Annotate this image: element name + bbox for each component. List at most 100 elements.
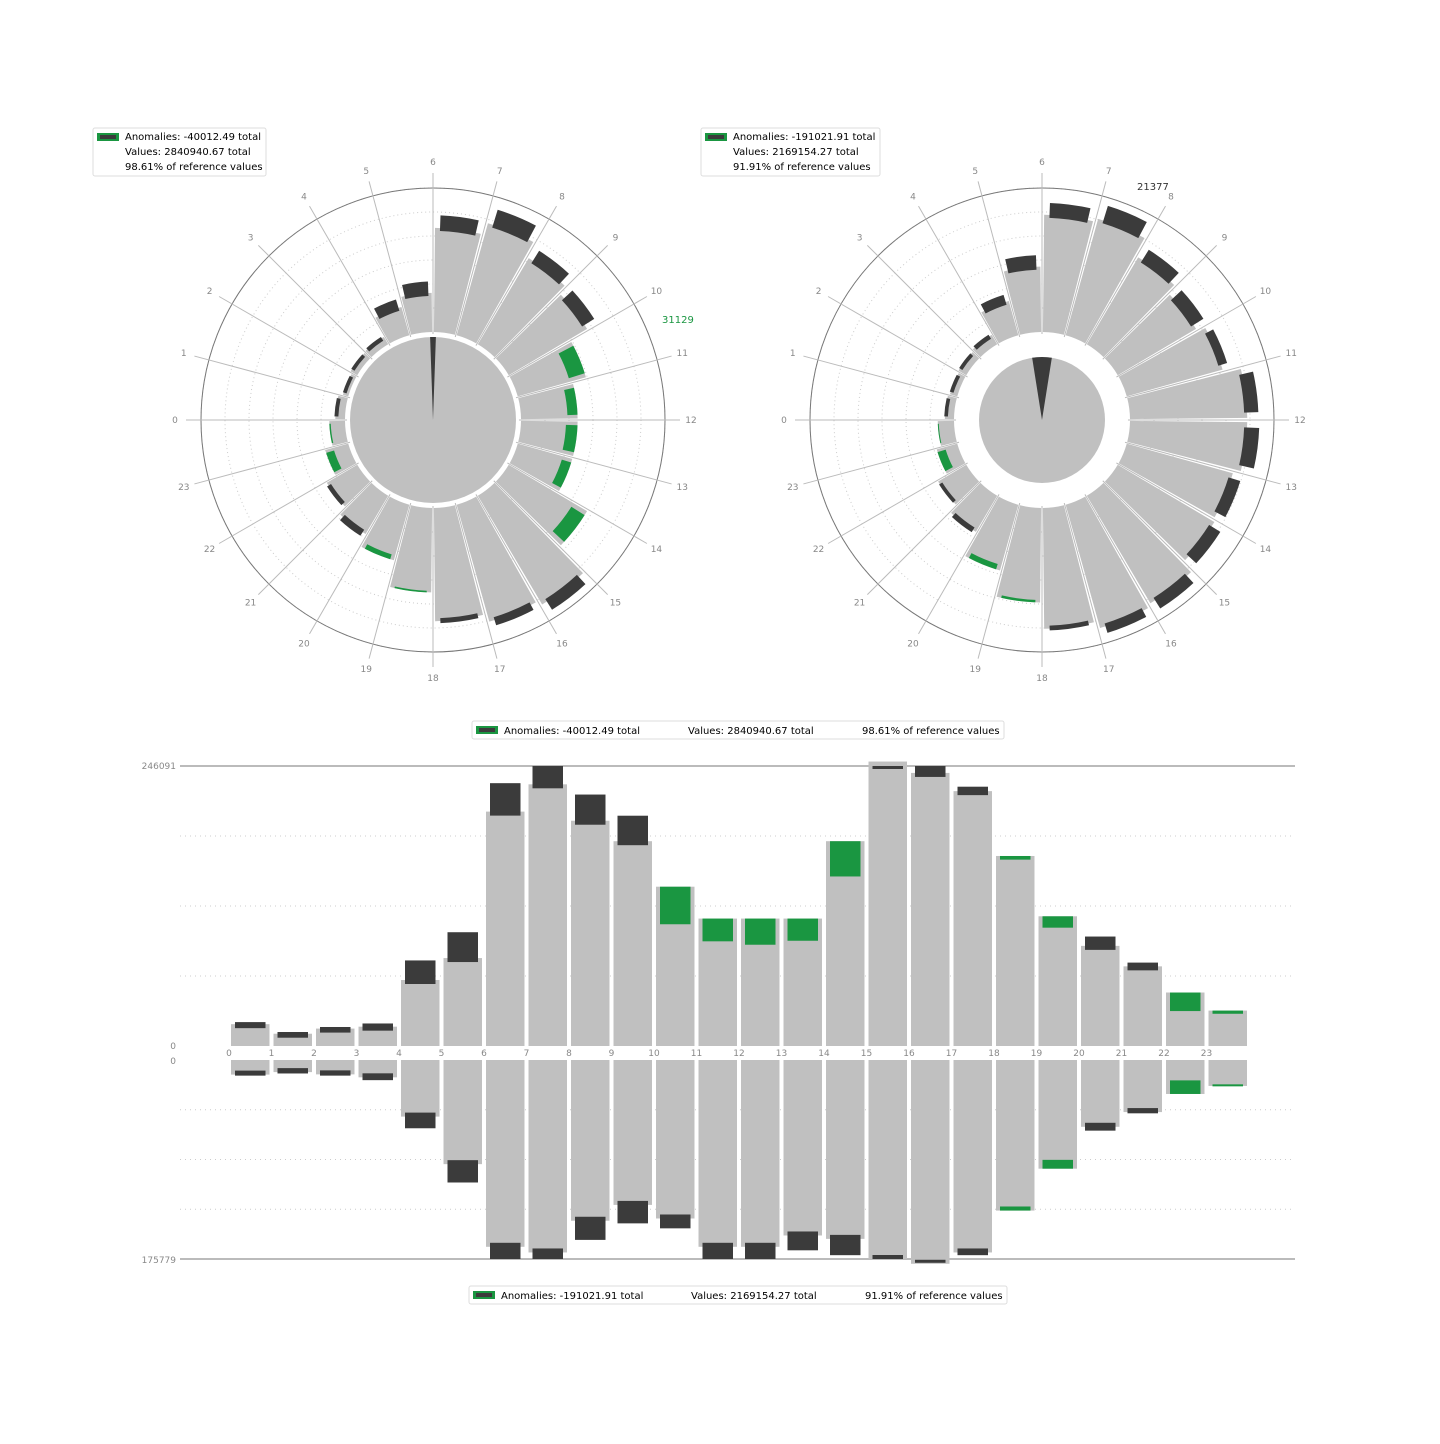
hour-tick-label: 6: [1039, 158, 1045, 168]
linear-chart-top: 0 1 2 3 4 5 6 7 8 9 10 11 12 13 14 15 16 17 18 19 20 21 22 23: [180, 761, 1295, 1059]
anomaly-bar: [957, 786, 988, 796]
x-tick-label: 9: [609, 1049, 615, 1059]
bar: [1208, 1060, 1247, 1086]
radial-anomaly-bar: [937, 449, 953, 472]
y-tick-top-max: 246091: [142, 762, 176, 772]
radial-bar: [518, 420, 578, 456]
radial-anomaly-bar: [334, 397, 341, 417]
bar: [613, 1060, 652, 1205]
hour-tick-label: 2: [816, 287, 822, 297]
bar: [656, 1060, 695, 1219]
x-tick-label: 4: [396, 1049, 402, 1059]
radial-bar: [477, 258, 565, 358]
anomaly-bar: [872, 766, 903, 769]
bar: [613, 841, 652, 1046]
bar: [826, 1060, 865, 1239]
x-tick-label: 18: [988, 1049, 1000, 1059]
radial-bar: [1127, 420, 1248, 472]
anomaly-bar: [1085, 1122, 1116, 1131]
x-tick-label: 20: [1073, 1049, 1085, 1059]
hour-tick-label: 22: [813, 545, 824, 555]
hour-tick-label: 23: [178, 483, 189, 493]
bar: [1038, 916, 1077, 1046]
anomaly-bar: [277, 1068, 308, 1074]
radial-bar: [1065, 218, 1145, 344]
x-tick-label: 19: [1031, 1049, 1043, 1059]
hour-tick-label: 17: [1103, 665, 1114, 675]
legend-values-text: Values: 2840940.67 total: [688, 726, 814, 737]
x-tick-label: 5: [439, 1049, 445, 1059]
radial-bar: [965, 496, 1019, 571]
bar: [443, 958, 482, 1046]
hour-tick-label: 12: [685, 416, 696, 426]
hour-tick-label: 18: [427, 674, 439, 684]
anomaly-bar: [787, 918, 818, 941]
x-tick-label: 23: [1201, 1049, 1212, 1059]
hour-tick-label: 11: [676, 349, 687, 359]
radial-bar: [1104, 294, 1197, 376]
legend-percent-text: 98.61% of reference values: [125, 162, 263, 173]
radial-anomaly-bar: [327, 483, 345, 506]
anomaly-bar: [745, 918, 776, 945]
radial-bar: [456, 496, 536, 622]
hour-tick-label: 0: [172, 416, 178, 426]
hour-tick-label: 15: [610, 598, 621, 608]
anomaly-bar: [320, 1026, 351, 1033]
anomaly-bar: [1170, 1080, 1201, 1094]
radial-bar: [433, 227, 481, 335]
radial-anomaly-bar: [558, 345, 585, 379]
bar: [953, 1060, 992, 1253]
radial-anomaly-bar: [980, 294, 1007, 314]
bar: [571, 1060, 610, 1221]
anomaly-bar: [830, 841, 861, 877]
hour-tick-label: 4: [910, 193, 916, 203]
radial-anomaly-bar: [1214, 477, 1241, 518]
hour-tick-label: 10: [1260, 287, 1272, 297]
radial-anomaly-bar: [552, 506, 585, 542]
radial-anomaly-bar: [364, 544, 392, 560]
bar: [1123, 1060, 1162, 1113]
radial-bar: [1118, 327, 1223, 397]
x-tick-label: 14: [818, 1049, 830, 1059]
anomaly-bar: [1127, 962, 1158, 971]
anomaly-bar: [1042, 916, 1073, 928]
legend-anomalies-text: Anomalies: -191021.91 total: [501, 1291, 643, 1302]
x-tick-label: 13: [776, 1049, 787, 1059]
radial-bar: [981, 301, 1019, 344]
legend-radial-2: Anomalies: -191021.91 total Values: 2169…: [700, 127, 881, 177]
radial-2-annotation: 21377: [1137, 182, 1169, 193]
bar: [911, 1060, 950, 1264]
anomaly-bar: [575, 1216, 606, 1240]
anomaly-bar: [490, 783, 521, 816]
radial-anomaly-bar: [959, 353, 974, 371]
anomaly-bar: [490, 1242, 521, 1259]
anomaly-bar: [787, 1231, 818, 1251]
radial-bar: [1042, 505, 1094, 629]
legend-values-text: Values: 2169154.27 total: [733, 147, 859, 158]
anomaly-bar: [277, 1032, 308, 1038]
hour-tick-label: 4: [301, 193, 307, 203]
anomaly-bar: [617, 815, 648, 846]
radial-anomaly-bar: [562, 424, 578, 453]
anomaly-bar: [660, 1214, 691, 1229]
legend-anomalies-text: Anomalies: -40012.49 total: [125, 132, 261, 143]
radial-anomaly-bar: [351, 354, 366, 371]
anomaly-bar: [915, 1259, 946, 1263]
bar: [358, 1060, 397, 1078]
radial-bar: [477, 482, 583, 605]
radial-bar: [495, 294, 588, 376]
radial-anomaly-bar: [402, 281, 429, 300]
radial-anomaly-bar: [531, 250, 569, 285]
radial-bar: [972, 334, 998, 358]
radial-anomaly-bar: [973, 334, 992, 350]
radial-bar: [958, 352, 980, 376]
hour-tick-label: 10: [651, 287, 663, 297]
radial-anomaly-bar: [326, 450, 342, 473]
hour-tick-label: 15: [1219, 598, 1230, 608]
center-pointer: [1032, 357, 1052, 420]
hour-tick-label: 11: [1285, 349, 1296, 359]
anomaly-bar: [447, 932, 478, 963]
radial-anomaly-bar: [339, 514, 365, 536]
radial-bar: [361, 496, 410, 561]
